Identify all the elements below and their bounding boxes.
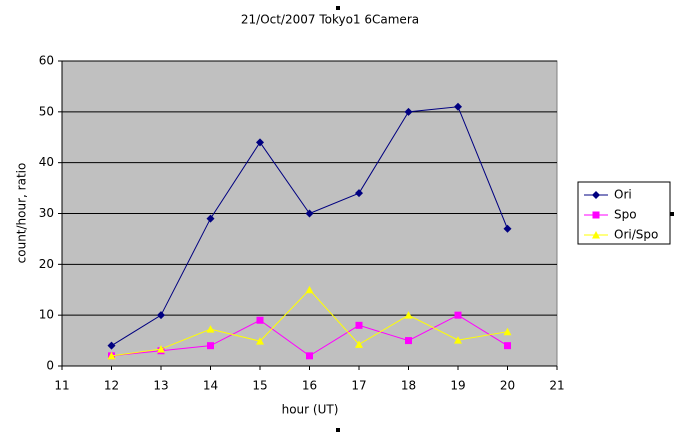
marker xyxy=(355,321,363,329)
marker xyxy=(256,316,264,324)
marker xyxy=(157,345,165,353)
marker xyxy=(305,209,314,218)
x-tick-label: 15 xyxy=(252,379,267,393)
marker xyxy=(592,231,600,239)
handle xyxy=(336,6,340,10)
marker xyxy=(454,311,462,319)
legend-label: Spo xyxy=(614,208,637,222)
marker xyxy=(592,211,600,219)
marker xyxy=(454,336,462,344)
x-tick-label: 20 xyxy=(500,379,515,393)
marker xyxy=(405,337,412,345)
marker xyxy=(206,325,215,333)
marker xyxy=(206,214,215,223)
marker xyxy=(355,189,363,198)
y-tick-label: 40 xyxy=(39,155,54,169)
x-tick-label: 17 xyxy=(351,379,366,393)
y-tick-label: 20 xyxy=(39,257,54,271)
x-tick-label: 21 xyxy=(549,379,564,393)
x-tick-label: 19 xyxy=(450,379,465,393)
marker xyxy=(107,341,116,350)
x-tick-label: 16 xyxy=(302,379,317,393)
marker xyxy=(404,107,413,116)
y-tick-label: 50 xyxy=(39,104,54,118)
marker xyxy=(592,191,600,199)
legend-label: Ori xyxy=(614,188,632,202)
x-tick-label: 11 xyxy=(54,379,69,393)
marker xyxy=(306,352,313,360)
legend-label: Ori/Spo xyxy=(614,228,658,242)
marker xyxy=(107,351,116,360)
x-tick-label: 14 xyxy=(203,379,218,393)
marker xyxy=(207,342,214,350)
marker xyxy=(503,327,512,336)
x-tick-label: 18 xyxy=(401,379,416,393)
marker xyxy=(157,311,165,320)
x-tick-label: 13 xyxy=(153,379,168,393)
marker xyxy=(305,285,314,294)
y-tick-label: 10 xyxy=(39,308,54,322)
marker xyxy=(256,337,264,345)
marker xyxy=(504,342,511,350)
marker xyxy=(355,340,363,348)
chart-title: 21/Oct/2007 Tokyo1 6Camera xyxy=(241,13,419,27)
handle xyxy=(670,212,674,216)
y-tick-label: 0 xyxy=(46,359,54,373)
x-axis-title: hour (UT) xyxy=(282,403,339,417)
y-tick-label: 30 xyxy=(39,206,54,220)
marker xyxy=(454,102,462,111)
marker xyxy=(503,224,512,233)
marker xyxy=(256,138,264,147)
y-tick-label: 60 xyxy=(39,54,54,68)
x-tick-label: 12 xyxy=(104,379,119,393)
handle xyxy=(336,428,340,432)
marker xyxy=(404,311,413,319)
y-axis-title: count/hour, ratio xyxy=(15,163,29,264)
